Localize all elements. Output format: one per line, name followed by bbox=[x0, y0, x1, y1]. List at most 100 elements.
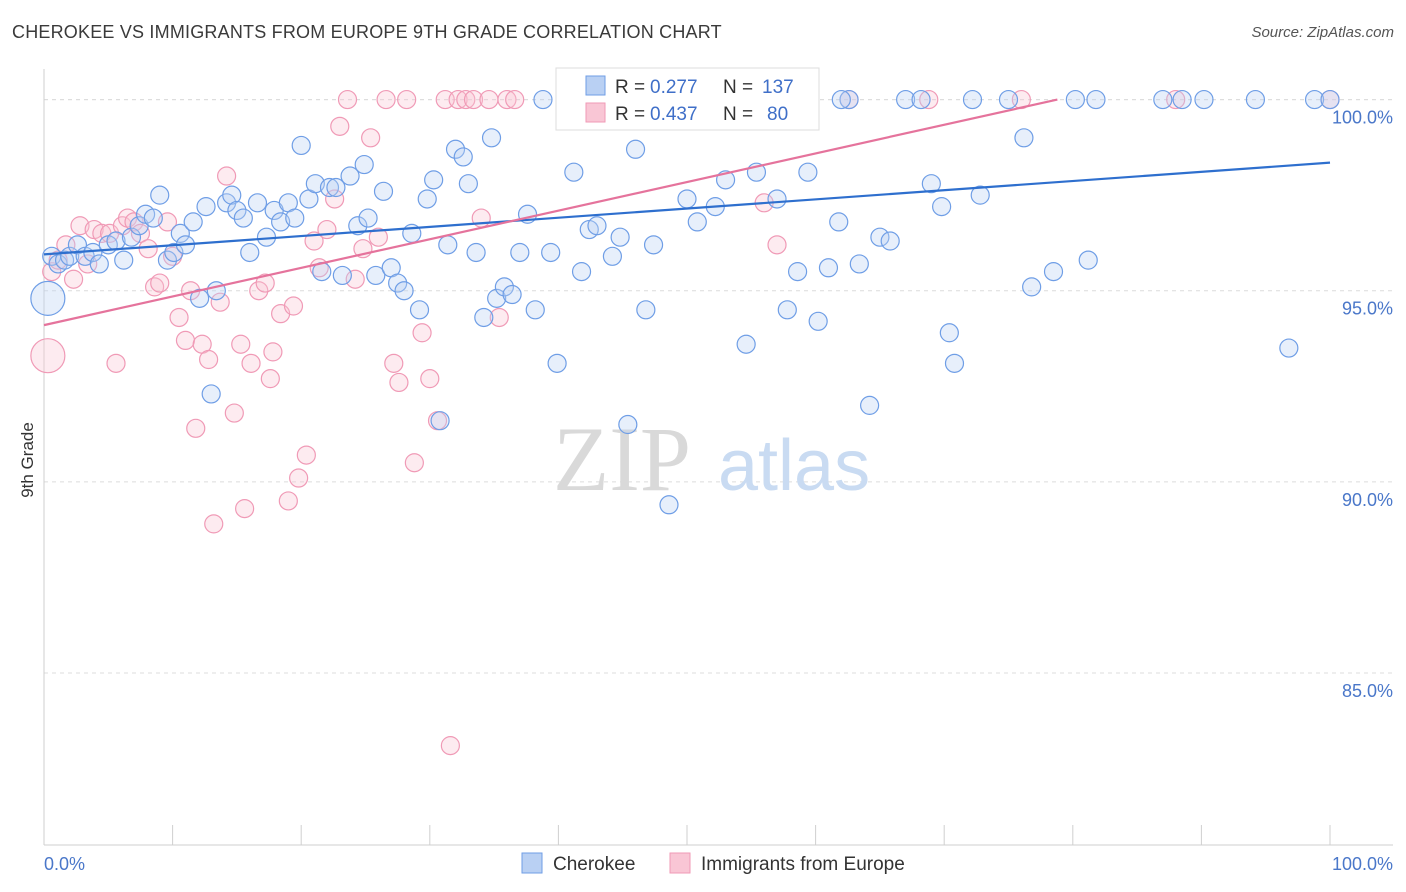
cherokee-point bbox=[1279, 338, 1299, 358]
cherokee-point bbox=[196, 197, 216, 217]
immigrants-point bbox=[30, 338, 66, 374]
immigrants-point bbox=[505, 89, 525, 110]
immigrants-point bbox=[384, 353, 404, 373]
chart-title: CHEROKEE VS IMMIGRANTS FROM EUROPE 9TH G… bbox=[12, 22, 722, 42]
y-tick-label: 90.0% bbox=[1342, 490, 1393, 510]
immigrants-point bbox=[404, 453, 424, 473]
cherokee-point bbox=[777, 300, 797, 320]
legend-n-value-1: 137 bbox=[762, 77, 794, 98]
immigrants-point bbox=[389, 372, 409, 393]
cherokee-point bbox=[157, 250, 178, 270]
legend-r-label-2: R = bbox=[615, 104, 645, 125]
watermark-atlas: atlas bbox=[718, 426, 870, 506]
cherokee-point bbox=[643, 235, 664, 255]
immigrants-point bbox=[235, 499, 255, 519]
immigrants-point bbox=[204, 514, 224, 534]
immigrants-point bbox=[138, 239, 158, 259]
cherokee-point bbox=[240, 242, 260, 263]
cherokee-point bbox=[618, 414, 638, 435]
legend-swatch-immigrants bbox=[585, 102, 606, 123]
legend-r-value-2: 0.437 bbox=[650, 104, 698, 125]
immigrants-point bbox=[283, 296, 304, 316]
cherokee-point bbox=[870, 227, 890, 247]
legend-n-label-1: N = bbox=[723, 77, 753, 98]
immigrants-point bbox=[241, 353, 261, 373]
cherokee-point bbox=[602, 246, 623, 266]
cherokee-point bbox=[150, 185, 170, 205]
cherokee-point bbox=[564, 162, 584, 182]
cherokee-point bbox=[962, 89, 983, 110]
cherokee-point bbox=[849, 254, 869, 274]
cherokee-point bbox=[1172, 89, 1192, 110]
immigrants-point bbox=[337, 89, 358, 110]
cherokee-point bbox=[1014, 128, 1034, 148]
cherokee-point bbox=[860, 395, 880, 415]
trend-line-cherokee bbox=[43, 161, 1331, 256]
immigrants-point bbox=[70, 216, 90, 236]
cherokee-point bbox=[358, 208, 378, 228]
immigrants-point bbox=[260, 369, 280, 389]
cherokee-point bbox=[445, 139, 466, 159]
cherokee-point bbox=[30, 280, 66, 316]
cherokee-point bbox=[510, 242, 530, 263]
cherokee-point bbox=[326, 177, 346, 198]
cherokee-point bbox=[659, 495, 679, 515]
cherokee-point bbox=[1194, 89, 1214, 110]
cherokee-point bbox=[880, 231, 900, 251]
x-ticks bbox=[43, 825, 1331, 845]
cherokee-point bbox=[533, 89, 553, 110]
trend-line-immigrants bbox=[43, 98, 1058, 327]
cherokee-point bbox=[808, 311, 828, 331]
immigrants-point bbox=[489, 307, 509, 328]
cherokee-point bbox=[1304, 89, 1325, 110]
legend-n-label-2: N = bbox=[723, 104, 753, 125]
immigrants-point bbox=[767, 235, 787, 255]
cherokee-point bbox=[388, 273, 408, 293]
cherokee-point bbox=[458, 174, 478, 194]
axes bbox=[43, 69, 1393, 846]
cherokee-point bbox=[291, 135, 311, 156]
immigrants-point bbox=[361, 128, 381, 148]
watermark-zip: ZIP bbox=[553, 408, 691, 510]
cherokee-point bbox=[233, 208, 253, 228]
watermark: ZIP atlas bbox=[553, 408, 870, 510]
y-tick-label: 95.0% bbox=[1342, 299, 1393, 319]
cherokee-point bbox=[332, 265, 352, 286]
cherokee-point bbox=[921, 174, 941, 194]
cherokee-point bbox=[247, 193, 268, 213]
immigrants-point bbox=[217, 166, 237, 186]
immigrants-point bbox=[249, 281, 269, 301]
immigrants-point bbox=[106, 353, 126, 373]
cherokee-point bbox=[366, 265, 386, 286]
cherokee-point bbox=[587, 216, 607, 236]
immigrants-point bbox=[263, 342, 283, 362]
immigrants-point bbox=[210, 292, 230, 312]
cherokee-point bbox=[970, 185, 990, 205]
top-legend: R = 0.277 N = 137 R = 0.437 N = 80 bbox=[555, 67, 820, 131]
series-immigrants-points bbox=[30, 89, 1340, 756]
immigrants-point bbox=[124, 212, 144, 232]
cherokee-point bbox=[625, 139, 646, 159]
cherokee-point bbox=[373, 181, 394, 201]
immigrants-point bbox=[397, 89, 417, 110]
cherokee-point bbox=[67, 235, 88, 255]
source-label: Source: ZipAtlas.com bbox=[1251, 24, 1394, 41]
immigrants-point bbox=[150, 273, 170, 293]
cherokee-point bbox=[430, 411, 450, 431]
cherokee-point bbox=[143, 208, 163, 228]
cherokee-point bbox=[271, 212, 291, 232]
cherokee-point bbox=[1065, 89, 1085, 110]
cherokee-point bbox=[494, 277, 514, 297]
y-tick-label: 100.0% bbox=[1332, 108, 1393, 128]
cherokee-point bbox=[89, 254, 109, 274]
immigrants-point bbox=[456, 89, 476, 110]
bottom-legend-swatch-immigrants bbox=[669, 852, 691, 874]
bottom-legend-label-cherokee: Cherokee bbox=[553, 854, 635, 875]
cherokee-point bbox=[1153, 89, 1173, 110]
y-axis-label: 9th Grade bbox=[18, 422, 37, 498]
cherokee-point bbox=[201, 384, 221, 404]
cherokee-point bbox=[354, 154, 374, 175]
immigrants-point bbox=[157, 212, 178, 232]
cherokee-point bbox=[114, 250, 134, 270]
cherokee-point bbox=[348, 216, 368, 236]
